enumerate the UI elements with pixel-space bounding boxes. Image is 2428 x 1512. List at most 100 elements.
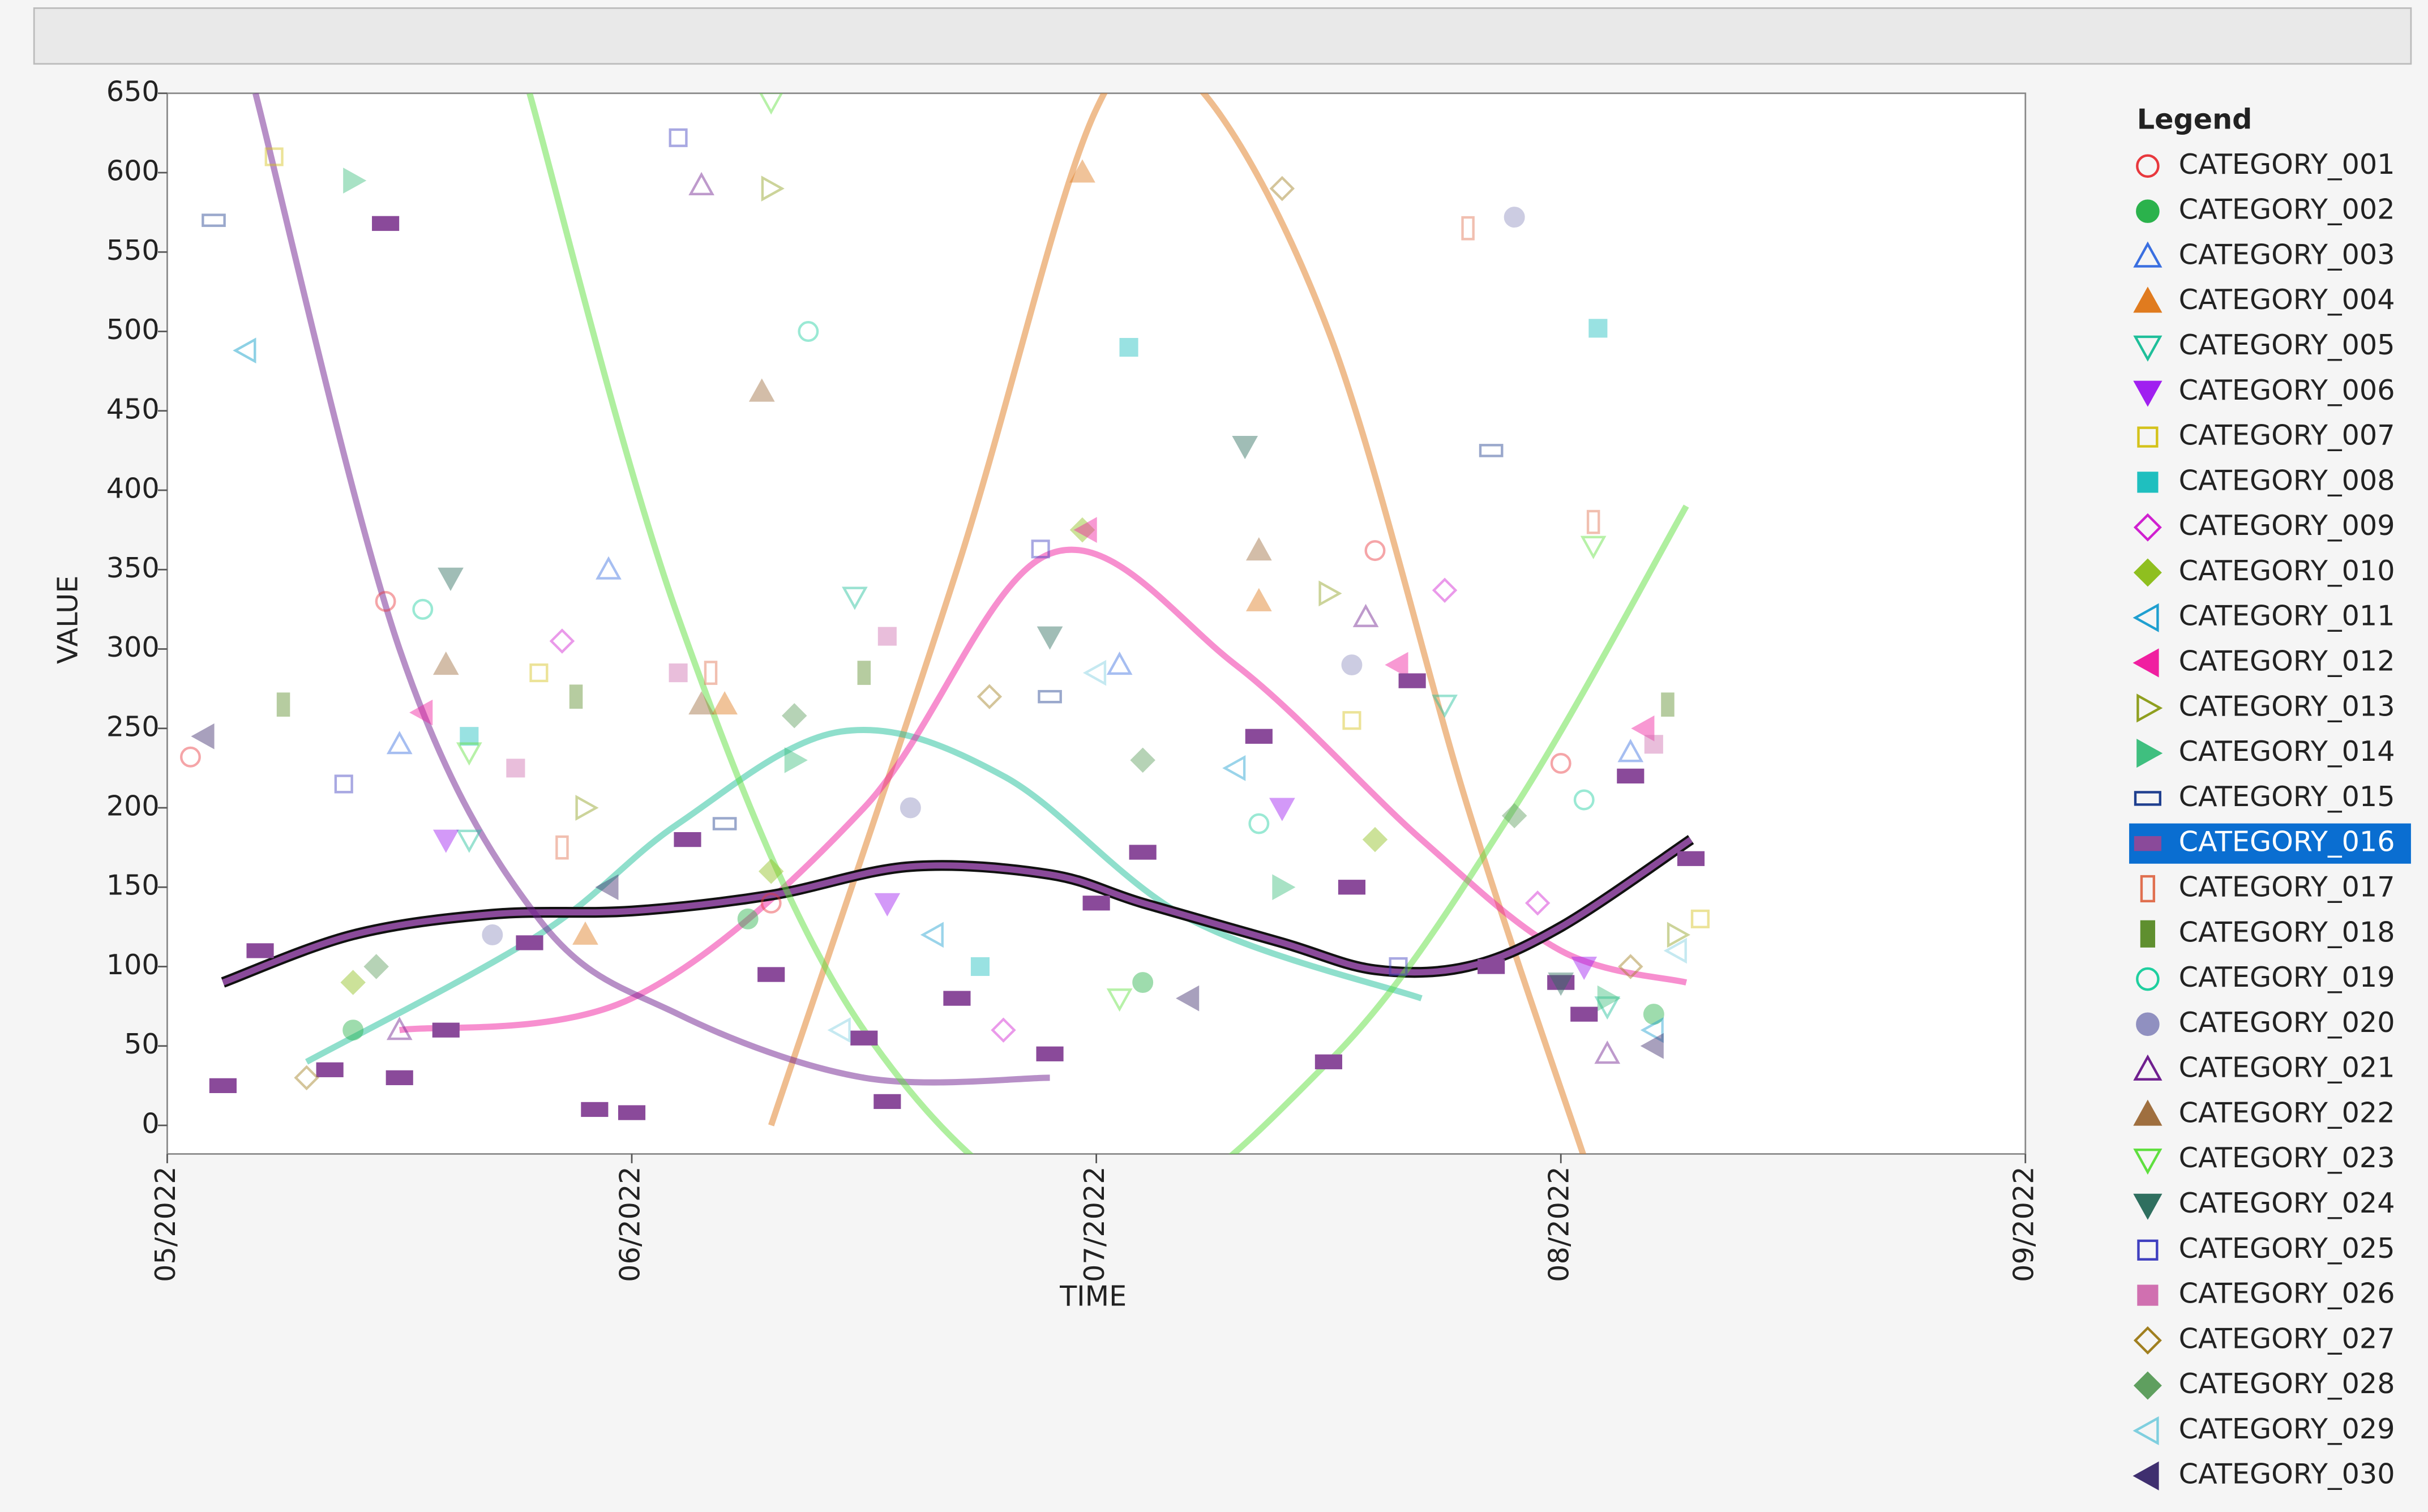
data-point [827,1017,851,1043]
legend-label[interactable]: CATEGORY_005 [2179,328,2395,361]
data-point [482,924,503,945]
data-point [1398,673,1426,688]
legend-label[interactable]: CATEGORY_001 [2179,148,2395,181]
legend-marker [2133,1193,2162,1220]
data-point [873,1094,901,1110]
legend-label[interactable]: CATEGORY_006 [2179,374,2395,406]
data-point [1269,175,1295,202]
legend-label[interactable]: CATEGORY_028 [2179,1367,2395,1400]
legend-label[interactable]: CATEGORY_008 [2179,464,2395,496]
fit-line [399,546,1688,1034]
data-point [1036,1046,1064,1061]
legend-label[interactable]: CATEGORY_007 [2179,419,2395,452]
legend-label[interactable]: CATEGORY_011 [2179,599,2395,632]
data-point [340,970,366,995]
x-tick-label: 06/2022 [614,1166,646,1282]
legend-label[interactable]: CATEGORY_004 [2179,283,2395,316]
y-tick-label: 0 [142,1107,159,1140]
legend-label[interactable]: CATEGORY_020 [2179,1006,2395,1039]
data-point [943,991,971,1006]
data-point [1130,747,1155,773]
data-point [1272,874,1296,901]
data-point [1352,603,1379,627]
data-point [850,1030,878,1046]
data-point [674,832,701,847]
legend-label[interactable]: CATEGORY_003 [2179,238,2395,271]
data-point [1594,1040,1621,1064]
legend-label[interactable]: CATEGORY_024 [2179,1187,2395,1219]
data-point [784,747,808,773]
plot-area [166,92,2027,1155]
data-point [1570,1006,1598,1022]
legend-marker [2132,648,2159,678]
data-point [386,1070,413,1085]
data-point [1667,922,1691,948]
data-point [1069,517,1095,543]
legend-marker [2136,1012,2160,1036]
x-tick-label: 08/2022 [1543,1166,1575,1282]
data-point [1550,753,1571,774]
data-point [1663,937,1687,964]
legend-marker [2133,241,2162,268]
x-tick-label: 05/2022 [149,1166,182,1282]
data-point [412,598,434,620]
data-point [874,893,901,916]
legend-label[interactable]: CATEGORY_002 [2179,193,2395,226]
data-point [516,935,543,950]
data-point [569,684,583,709]
legend-label[interactable]: CATEGORY_016 [2179,825,2395,858]
data-point [179,746,201,768]
data-point [920,922,944,948]
y-tick-label: 500 [106,313,160,346]
data-point [761,175,785,202]
data-point [456,742,482,766]
data-point [1342,711,1361,730]
legend-label[interactable]: CATEGORY_027 [2179,1322,2395,1355]
legend-label[interactable]: CATEGORY_013 [2179,689,2395,722]
legend-label[interactable]: CATEGORY_012 [2179,645,2395,678]
legend-marker [2136,154,2160,178]
data-point [857,661,871,685]
legend-marker [2137,1239,2159,1261]
data-point [456,829,482,853]
legend-label[interactable]: CATEGORY_017 [2179,870,2395,903]
legend-label[interactable]: CATEGORY_010 [2179,554,2395,587]
data-point [316,1062,344,1077]
data-point [1082,896,1110,911]
legend-label[interactable]: CATEGORY_019 [2179,961,2395,993]
data-point [572,921,598,945]
legend-label[interactable]: CATEGORY_029 [2179,1412,2395,1445]
fit-line [768,93,1587,1154]
legend-label[interactable]: CATEGORY_015 [2179,780,2395,813]
data-point [798,321,819,342]
legend-label[interactable]: CATEGORY_022 [2179,1096,2395,1129]
legend-label[interactable]: CATEGORY_014 [2179,735,2395,768]
data-point [233,337,256,364]
legend-marker [2137,1284,2159,1306]
data-point [1362,826,1388,853]
data-point [1245,537,1272,561]
data-point [877,627,897,646]
data-point [1031,539,1050,559]
y-axis-label: VALUE [52,576,84,664]
data-point [555,835,569,860]
data-point [1248,813,1270,834]
legend-label[interactable]: CATEGORY_026 [2179,1277,2395,1310]
legend-marker [2136,967,2160,991]
data-point [1432,577,1458,603]
data-point [1073,517,1097,543]
data-point [1318,580,1342,607]
y-tick-label: 200 [106,790,160,823]
data-point [759,93,783,115]
x-tick-label: 09/2022 [2007,1166,2040,1282]
data-point [386,1017,413,1040]
legend-label[interactable]: CATEGORY_025 [2179,1232,2395,1265]
legend-label[interactable]: CATEGORY_023 [2179,1141,2395,1174]
legend-label[interactable]: CATEGORY_030 [2179,1458,2395,1490]
data-point [900,797,921,819]
data-point [1269,798,1295,821]
legend-label[interactable]: CATEGORY_018 [2179,915,2395,948]
legend-label[interactable]: CATEGORY_009 [2179,509,2395,542]
legend-label[interactable]: CATEGORY_021 [2179,1051,2395,1084]
legend-marker [2137,472,2159,493]
